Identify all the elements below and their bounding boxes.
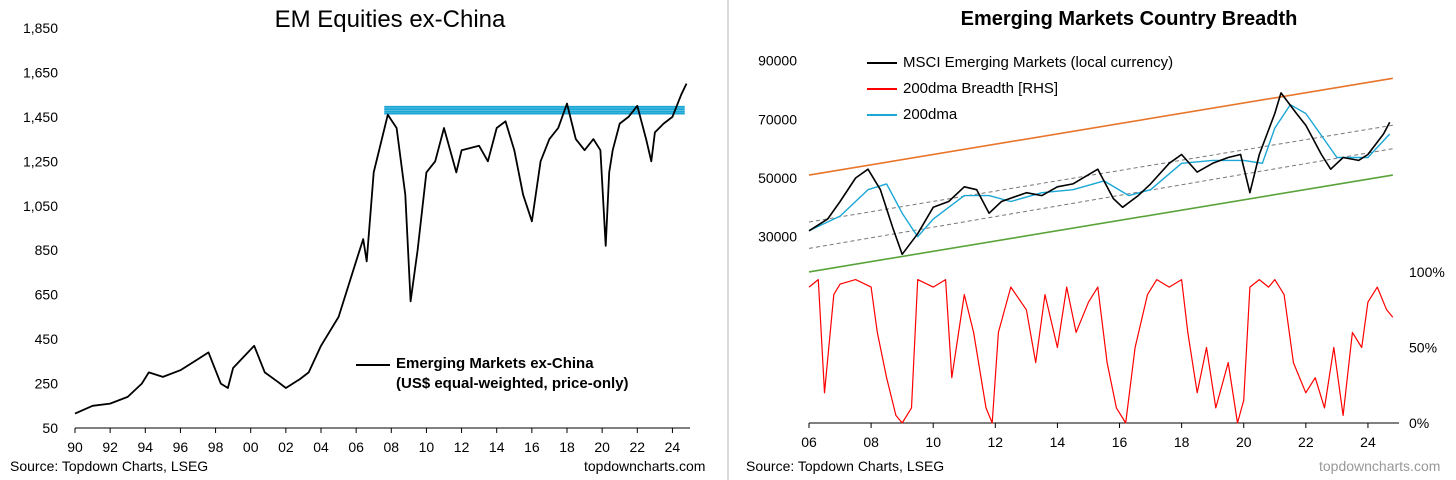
left-x-tick-16: 16 <box>524 439 540 455</box>
legend-swatch-msci <box>867 62 897 64</box>
legend-item-msci: MSCI Emerging Markets (local currency) <box>867 50 1173 76</box>
left-x-tick-92: 92 <box>102 439 118 455</box>
right-y-tick-90000: 90000 <box>758 53 797 69</box>
right-source: Source: Topdown Charts, LSEG <box>746 458 945 474</box>
left-x-tick-98: 98 <box>208 439 224 455</box>
right-chart-panel: Emerging Markets Country Breadth 90000 70… <box>729 0 1456 480</box>
left-x-tick-94: 94 <box>137 439 153 455</box>
left-x-tick-10: 10 <box>419 439 435 455</box>
left-y-tick-1-850: 1,850 <box>23 20 58 36</box>
left-y-tick-1-450: 1,450 <box>23 109 58 125</box>
left-y-tick-50: 50 <box>42 420 58 436</box>
left-x-tick-14: 14 <box>489 439 505 455</box>
left-y-tick-250: 250 <box>35 376 59 392</box>
right-x-tick-06: 06 <box>801 434 817 450</box>
left-x-tick-90: 90 <box>67 439 83 455</box>
left-x-tick-20: 20 <box>594 439 610 455</box>
right-x-tick-12: 12 <box>988 434 1004 450</box>
left-y-tick-650: 650 <box>35 287 59 303</box>
left-x-tick-00: 00 <box>243 439 259 455</box>
left-x-tick-22: 22 <box>629 439 645 455</box>
right-x-tick-08: 08 <box>863 434 879 450</box>
left-x-tick-18: 18 <box>559 439 575 455</box>
left-legend: Emerging Markets ex-China (US$ equal-wei… <box>356 354 629 394</box>
left-chart-panel: EM Equities ex-China 1,850 1,650 1,450 1,25… <box>10 6 706 474</box>
legend-item-dma: 200dma <box>867 102 1173 128</box>
legend-label-msci: MSCI Emerging Markets (local currency) <box>903 54 1174 71</box>
right-x-tick-20: 20 <box>1236 434 1252 450</box>
left-x-tick-12: 12 <box>454 439 470 455</box>
legend-item-breadth: 200dma Breadth [RHS] <box>867 76 1173 102</box>
right-y-tick-50000: 50000 <box>758 170 797 186</box>
left-y-tick-850: 850 <box>35 242 59 258</box>
right-y-tick-30000: 30000 <box>758 229 797 245</box>
right-series-lower-trend-dashed <box>808 148 1393 249</box>
left-y-tick-450: 450 <box>35 331 59 347</box>
right-x-tick-24: 24 <box>1360 434 1376 450</box>
right-y2-tick-100: 100% <box>1409 264 1445 280</box>
right-legend: MSCI Emerging Markets (local currency) 2… <box>867 50 1173 128</box>
right-chart-title: Emerging Markets Country Breadth <box>960 8 1298 30</box>
right-y2-tick-50: 50% <box>1409 340 1437 356</box>
left-legend-label-line1: Emerging Markets ex-China <box>396 355 594 372</box>
right-x-tick-10: 10 <box>925 434 941 450</box>
left-y-tick-1-650: 1,650 <box>23 64 58 80</box>
left-series-em-ex-china <box>74 83 688 415</box>
left-chart-title: EM Equities ex-China <box>274 6 506 33</box>
left-x-tick-04: 04 <box>313 439 329 455</box>
left-y-tick-1-050: 1,050 <box>23 198 58 214</box>
left-x-tick-02: 02 <box>278 439 294 455</box>
left-legend-swatch <box>356 364 390 366</box>
legend-label-dma: 200dma <box>903 106 958 123</box>
legend-label-breadth: 200dma Breadth [RHS] <box>903 80 1059 97</box>
left-x-tick-08: 08 <box>383 439 399 455</box>
right-series-lower-channel <box>808 174 1393 273</box>
left-y-tick-1-250: 1,250 <box>23 153 58 169</box>
legend-swatch-breadth <box>867 88 897 90</box>
left-chart-svg: 1,850 1,650 1,450 1,250 1,050 850 650 450 250 50 9… <box>23 20 690 455</box>
right-series-upper-channel <box>808 77 1393 176</box>
left-source: Source: Topdown Charts, LSEG <box>10 458 209 474</box>
right-x-tick-16: 16 <box>1112 434 1128 450</box>
legend-swatch-dma <box>867 114 897 116</box>
left-x-tick-96: 96 <box>173 439 189 455</box>
left-legend-label-line2: (US$ equal-weighted, price-only) <box>396 375 629 392</box>
right-x-tick-14: 14 <box>1050 434 1066 450</box>
right-y-tick-70000: 70000 <box>758 111 797 127</box>
left-brand: topdowncharts.com <box>584 458 706 474</box>
right-series-msci-emerging-markets-local-currency <box>808 92 1391 256</box>
right-brand: topdowncharts.com <box>1319 458 1441 474</box>
right-y2-tick-0: 0% <box>1409 415 1429 431</box>
right-series-200dma-breadth-rhs <box>808 279 1394 424</box>
right-x-tick-22: 22 <box>1298 434 1314 450</box>
panel-divider <box>727 0 729 480</box>
left-x-tick-24: 24 <box>665 439 681 455</box>
right-chart-svg: 90000 70000 50000 30000 100% 50% 0% 06 08 10 12 14 1… <box>758 53 1445 450</box>
left-x-tick-06: 06 <box>348 439 364 455</box>
right-series-200dma <box>808 104 1391 238</box>
right-x-tick-18: 18 <box>1174 434 1190 450</box>
